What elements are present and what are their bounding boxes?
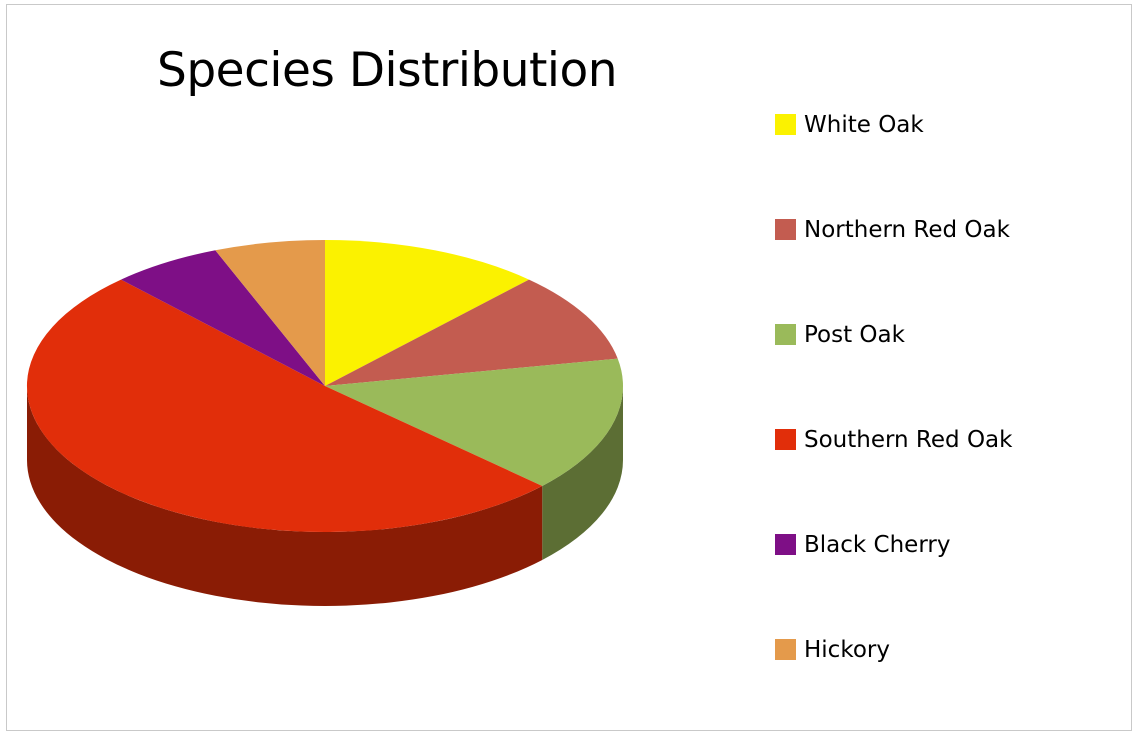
legend-item-black-cherry: Black Cherry xyxy=(775,527,1012,562)
legend-swatch xyxy=(775,114,796,135)
pie-side-post-oak xyxy=(542,386,623,560)
pie-slice-white-oak xyxy=(325,240,529,386)
legend-item-northern-red-oak: Northern Red Oak xyxy=(775,212,1012,247)
legend-swatch xyxy=(775,534,796,555)
pie-slice-northern-red-oak xyxy=(325,279,618,386)
legend-item-white-oak: White Oak xyxy=(775,107,1012,142)
pie-side-southern-red-oak xyxy=(27,386,543,606)
legend-item-post-oak: Post Oak xyxy=(775,317,1012,352)
legend-swatch xyxy=(775,324,796,345)
legend-swatch xyxy=(775,639,796,660)
pie-slice-hickory xyxy=(215,240,325,386)
pie-slice-black-cherry xyxy=(121,250,325,386)
legend-swatch xyxy=(775,429,796,450)
legend-swatch xyxy=(775,219,796,240)
pie-slice-southern-red-oak xyxy=(26,279,543,533)
legend-label: Hickory xyxy=(804,636,890,663)
pie-slice-post-oak xyxy=(325,358,623,486)
legend-label: White Oak xyxy=(804,111,924,138)
chart-title: Species Distribution xyxy=(157,43,618,98)
legend-item-hickory: Hickory xyxy=(775,632,1012,667)
pie-chart xyxy=(26,240,623,606)
legend-label: Southern Red Oak xyxy=(804,426,1013,453)
legend-item-southern-red-oak: Southern Red Oak xyxy=(775,422,1012,457)
legend-label: Black Cherry xyxy=(804,531,951,558)
chart-frame: Species Distribution White Oak Northern R… xyxy=(6,4,1132,731)
legend-label: Post Oak xyxy=(804,321,905,348)
chart-legend: White Oak Northern Red Oak Post Oak Souther… xyxy=(775,107,1012,737)
legend-label: Northern Red Oak xyxy=(804,216,1010,243)
